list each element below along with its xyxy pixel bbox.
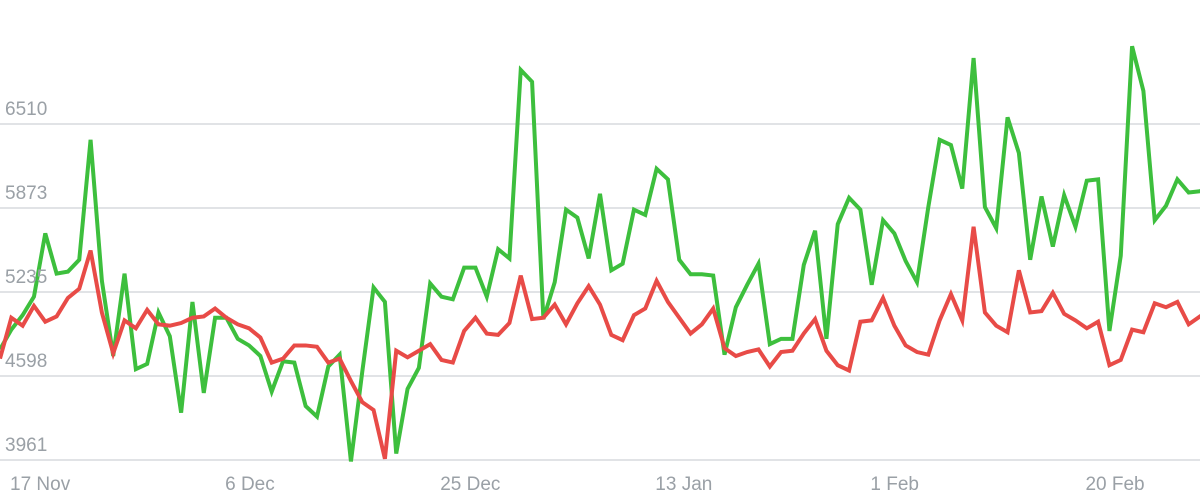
series-lines xyxy=(0,45,1200,462)
y-tick-label: 3961 xyxy=(5,435,47,456)
x-tick-label: 1 Feb xyxy=(870,474,919,495)
x-axis-tick-labels: 17 Nov 6 Dec 25 Dec 13 Jan 1 Feb 20 Feb xyxy=(10,474,1145,495)
y-tick-label: 5235 xyxy=(5,267,47,288)
y-tick-label: 5873 xyxy=(5,183,47,204)
y-tick-label: 4598 xyxy=(5,351,47,372)
x-tick-label: 13 Jan xyxy=(655,474,712,495)
series-line-1 xyxy=(0,45,1200,462)
x-tick-label: 20 Feb xyxy=(1085,474,1144,495)
y-axis-tick-labels: 3961 4598 5235 5873 6510 xyxy=(5,99,47,456)
x-tick-label: 17 Nov xyxy=(10,474,71,495)
x-tick-label: 6 Dec xyxy=(225,474,275,495)
y-tick-label: 6510 xyxy=(5,99,47,120)
x-tick-label: 25 Dec xyxy=(440,474,500,495)
series-line-2 xyxy=(0,226,1200,460)
